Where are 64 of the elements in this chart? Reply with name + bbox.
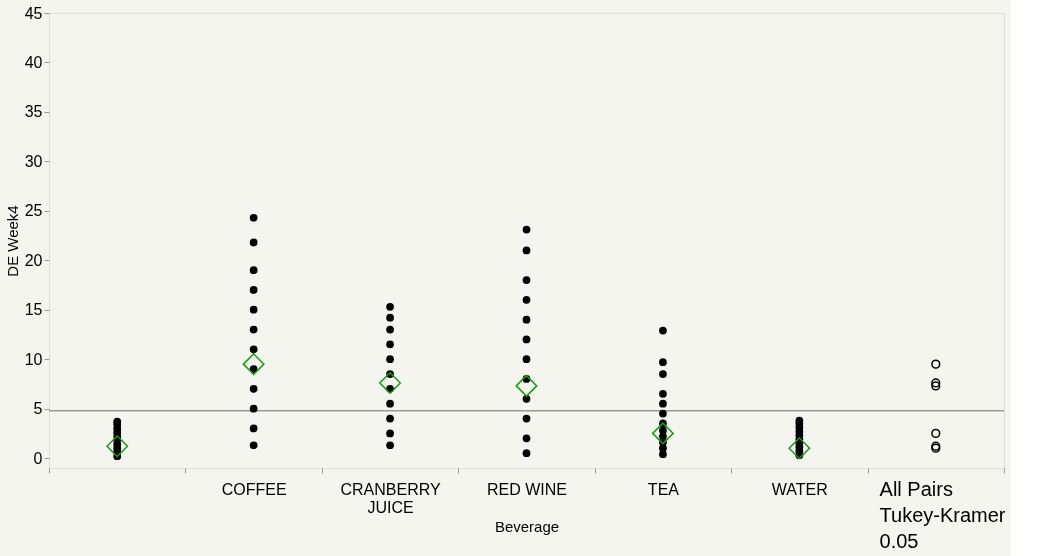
point — [242, 353, 265, 376]
y-axis-title: DE Week4 — [3, 205, 21, 277]
point — [931, 359, 941, 369]
point — [386, 302, 394, 311]
point — [522, 434, 531, 443]
x-axis-title: Beverage — [494, 517, 560, 535]
point — [249, 441, 258, 450]
y-tick-label: 30 — [24, 152, 43, 170]
y-tick-label: 45 — [24, 4, 43, 22]
y-tick-label: 15 — [24, 301, 43, 319]
point — [386, 340, 394, 349]
text: Tukey-Kramer — [879, 504, 1006, 526]
point — [249, 325, 258, 334]
point — [659, 370, 667, 378]
y-tick-label: 10 — [24, 350, 43, 368]
y-tick-label: 35 — [24, 103, 43, 121]
point — [522, 414, 531, 423]
point — [522, 225, 531, 234]
point — [386, 414, 394, 423]
point — [788, 437, 811, 460]
point — [659, 409, 667, 418]
point — [659, 326, 667, 335]
point — [522, 355, 531, 364]
point — [522, 246, 531, 255]
y-tick-label: 40 — [24, 53, 43, 71]
x-tick-label: CRANBERRY JUICE — [340, 480, 441, 516]
point — [386, 313, 394, 322]
point — [249, 424, 258, 433]
y-tick-label: 0 — [33, 449, 43, 467]
y-tick-label: 20 — [24, 251, 43, 269]
point — [386, 325, 394, 334]
x-tick-label: RED WINE — [487, 480, 567, 498]
point — [106, 435, 129, 458]
point — [522, 315, 531, 324]
point — [522, 295, 531, 304]
point — [249, 238, 258, 247]
point — [386, 429, 394, 438]
point — [386, 399, 394, 408]
point — [249, 345, 258, 354]
point — [651, 422, 674, 445]
x-tick-label: WATER — [771, 480, 828, 498]
point — [249, 286, 258, 294]
point — [386, 441, 394, 450]
point — [249, 305, 258, 314]
point — [522, 449, 531, 458]
point — [249, 404, 258, 413]
point — [386, 355, 394, 364]
point — [522, 335, 531, 344]
point — [659, 358, 667, 367]
text: 0.05 — [879, 530, 919, 552]
point — [249, 266, 258, 275]
point — [931, 428, 941, 438]
x-tick-label: TEA — [647, 480, 680, 498]
text: All Pairs — [879, 478, 953, 500]
point — [659, 399, 667, 408]
point — [515, 374, 538, 397]
point — [249, 213, 258, 222]
point — [659, 389, 667, 398]
point — [379, 371, 402, 394]
x-tick-label: COFFEE — [221, 480, 287, 498]
point — [522, 276, 531, 284]
y-tick-label: 5 — [33, 400, 43, 418]
y-tick-label: 25 — [24, 202, 43, 220]
point — [249, 385, 258, 393]
